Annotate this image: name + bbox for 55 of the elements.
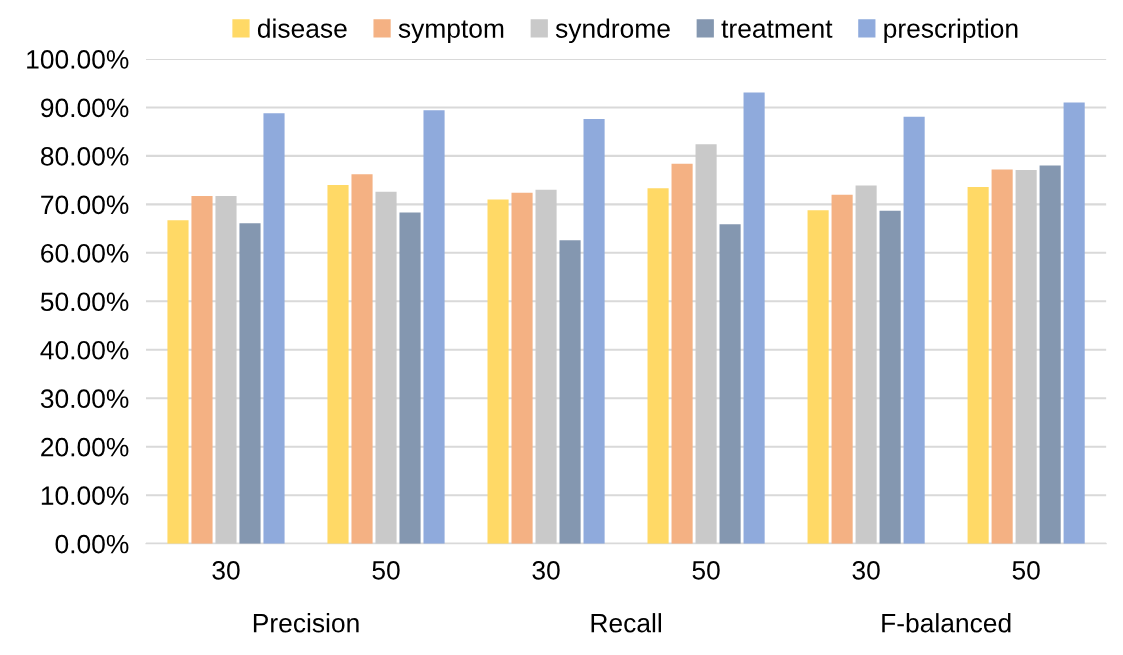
bar (583, 119, 605, 544)
bar (967, 186, 989, 544)
bar (1015, 169, 1037, 544)
bar (991, 169, 1013, 544)
bar (903, 116, 925, 544)
bar (375, 191, 397, 544)
legend-label: symptom (398, 20, 504, 44)
text: Precision (253, 613, 359, 633)
bar (855, 185, 877, 544)
bar (239, 223, 261, 544)
y-tick-label: 0.00% (55, 534, 129, 554)
legend-label: disease (257, 18, 347, 38)
bar (879, 210, 901, 544)
bar (167, 220, 189, 544)
bar (1063, 102, 1085, 544)
x-tick-label: 50 (692, 561, 720, 580)
bar (1039, 165, 1061, 544)
y-tick-label: 30.00% (40, 389, 129, 409)
x-tick-label: 30 (852, 561, 880, 580)
bar (191, 196, 213, 544)
bar (807, 210, 829, 544)
bar (263, 113, 285, 544)
y-tick-label: 10.00% (41, 486, 129, 505)
bar (719, 224, 741, 544)
y-tick-label: 90.00% (41, 98, 129, 118)
bar (351, 174, 373, 544)
bar (511, 192, 533, 544)
y-tick-label: 100.00% (27, 50, 129, 69)
y-tick-label: 40.00% (40, 340, 129, 360)
text: Recall (591, 613, 661, 633)
bar (743, 92, 765, 544)
bar (535, 189, 557, 544)
x-tick-label: 50 (1012, 561, 1040, 580)
bar (327, 184, 349, 544)
y-tick-label: 60.00% (41, 243, 129, 263)
bar (695, 144, 717, 544)
x-tick-label: 50 (372, 561, 400, 580)
y-tick-label: 80.00% (40, 147, 129, 166)
x-tick-label: 30 (532, 561, 560, 580)
text: F-balanced (882, 613, 1011, 633)
bar (671, 163, 693, 544)
y-tick-label: 70.00% (41, 195, 129, 215)
legend-label: prescription (884, 18, 1018, 44)
bar (559, 240, 581, 544)
bar (423, 110, 445, 544)
y-tick-label: 20.00% (41, 437, 129, 457)
bar (215, 196, 237, 544)
legend-label: syndrome (555, 18, 670, 44)
bar (487, 199, 509, 544)
bar (399, 212, 421, 544)
bar (831, 194, 853, 544)
bar (647, 188, 669, 544)
x-tick-label: 30 (212, 561, 240, 580)
y-tick-label: 50.00% (40, 292, 129, 312)
legend-label: treatment (721, 20, 833, 38)
